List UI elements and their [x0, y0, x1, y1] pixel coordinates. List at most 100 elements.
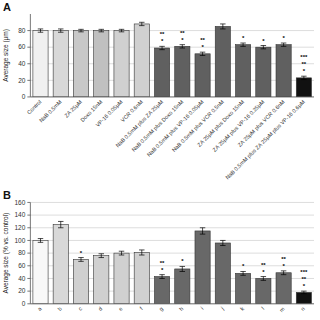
bar [94, 31, 109, 97]
y-tick [27, 215, 30, 216]
y-tick-label: 0 [22, 93, 26, 100]
y-tick [27, 253, 30, 254]
significance-marker: * [303, 283, 306, 289]
y-tick [27, 291, 30, 292]
error-bar [38, 239, 43, 243]
y-tick-label: 80 [18, 249, 26, 256]
error-bar [99, 254, 104, 258]
significance-marker: ** [302, 276, 307, 282]
y-tick [27, 63, 30, 64]
y-tick-label: 40 [18, 275, 26, 282]
x-axis [30, 96, 314, 97]
x-tick-label: c [77, 305, 83, 311]
significance-marker: * [161, 38, 164, 44]
error-bar [99, 29, 104, 31]
error-bar [159, 275, 164, 279]
y-tick [27, 96, 30, 97]
error-bar [281, 43, 286, 46]
marks [33, 22, 312, 97]
panel: 020406080100120140160Average size (% vs.… [2, 189, 314, 313]
error-bar [180, 266, 185, 271]
bar [296, 292, 311, 303]
grid-line [30, 47, 314, 48]
bar [195, 231, 210, 304]
y-tick-label: 160 [15, 199, 26, 206]
grid-line [30, 265, 314, 266]
bar [256, 278, 271, 303]
grid-line [30, 278, 314, 279]
significance-marker: ** [160, 31, 165, 37]
x-tick-label: k [239, 305, 245, 311]
bar [134, 252, 149, 303]
grid-line [30, 253, 314, 254]
significance-marker: *** [300, 269, 308, 275]
marks [33, 221, 312, 303]
error-bar [159, 46, 164, 49]
error-bar [261, 277, 266, 281]
bar [296, 78, 311, 97]
significance-marker: * [262, 269, 265, 275]
error-bar [200, 52, 205, 55]
significance-marker: * [201, 44, 204, 50]
error-bar [220, 24, 225, 29]
error-bar [281, 271, 286, 275]
y-tick-label: 120 [15, 224, 26, 231]
significance-marker: * [303, 68, 306, 74]
grid-line [30, 80, 314, 81]
error-bar [200, 228, 205, 234]
x-tick-label: b [56, 306, 62, 312]
bar [235, 273, 250, 303]
error-bar [180, 45, 185, 48]
y-tick [27, 47, 30, 48]
bar [73, 259, 88, 303]
grid-line [30, 240, 314, 241]
error-bar [119, 251, 124, 255]
bar [175, 269, 190, 304]
chart: 020406080Average size (μm)AControlNaB 0.… [0, 0, 320, 320]
x-tick-label: NaB 0.5mM [38, 98, 63, 123]
x-tick-label: Control [26, 99, 43, 116]
bar [175, 46, 190, 97]
bar [154, 277, 169, 304]
bar [215, 243, 230, 304]
error-bar [261, 46, 266, 49]
bar [195, 54, 210, 97]
x-tick-label: d [97, 306, 103, 312]
error-bar [58, 221, 63, 227]
y-tick-label: 140 [15, 211, 26, 218]
bar [33, 31, 48, 97]
significance-marker: * [282, 35, 285, 41]
grid-line [30, 227, 314, 228]
error-bar [301, 291, 306, 294]
y-tick [27, 227, 30, 228]
y-tick-label: 40 [18, 60, 26, 67]
y-tick [27, 303, 30, 304]
x-tick-label: ZA 25μM [63, 98, 83, 118]
error-bar [78, 258, 83, 262]
error-bar [301, 76, 306, 79]
y-tick-label: 20 [18, 287, 26, 294]
y-tick [27, 240, 30, 241]
x-tick-label: NaB 0.5mM plus ZA 25μM plus VP-16 0.6μM [224, 98, 306, 180]
x-axis [30, 303, 314, 304]
significance-marker: * [242, 35, 245, 41]
bar [73, 31, 88, 97]
bar [53, 225, 68, 304]
y-tick-label: 60 [18, 43, 26, 50]
grid-line [30, 63, 314, 64]
significance-marker: ** [200, 37, 205, 43]
y-tick-label: 60 [18, 262, 26, 269]
bar [276, 273, 291, 304]
bar [235, 45, 250, 97]
significance-marker: ** [302, 61, 307, 67]
bar [94, 256, 109, 304]
bar [53, 31, 68, 97]
y-tick-label: 100 [15, 237, 26, 244]
bar [33, 240, 48, 303]
significance-marker: ** [261, 262, 266, 268]
error-bar [240, 43, 245, 46]
x-tick-label: e [117, 306, 123, 312]
error-bar [38, 29, 43, 32]
significance-marker: * [242, 263, 245, 269]
x-tick-label: g [158, 306, 164, 312]
